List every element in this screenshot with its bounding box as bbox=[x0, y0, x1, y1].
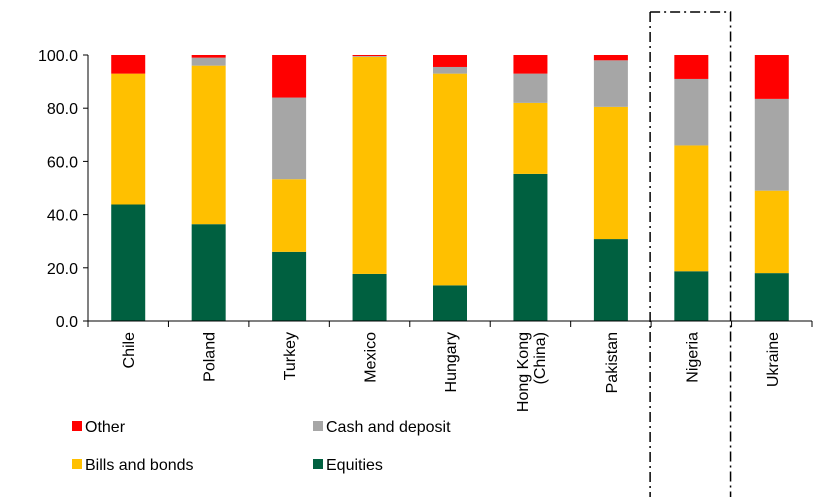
bar-segment-hungary-equities bbox=[433, 285, 467, 321]
bar-segment-chile-other bbox=[111, 55, 146, 74]
x-tick-label-poland: Poland bbox=[202, 332, 219, 382]
bar-segment-nigeria-other bbox=[674, 55, 709, 79]
legend: Other Cash and deposit Bills and bonds Equi… bbox=[72, 419, 451, 474]
bar-segment-hungary-bills-and-bonds bbox=[433, 73, 467, 286]
x-tick-label-nigeria: Nigeria bbox=[684, 332, 701, 383]
bar-segment-poland-cash-and-deposit bbox=[191, 57, 226, 66]
x-tick-label-hong-kong-china: Hong Kong(China) bbox=[515, 332, 549, 412]
y-tick-label: 60.0 bbox=[47, 154, 78, 171]
bar-segment-ukraine-cash-and-deposit bbox=[754, 98, 789, 191]
bar-segment-hong-kong-china-bills-and-bonds bbox=[513, 102, 548, 174]
bar-segment-turkey-equities bbox=[272, 251, 307, 321]
bar-segment-chile-bills-and-bonds bbox=[111, 73, 146, 205]
legend-swatch-cash-and-deposit bbox=[313, 421, 323, 431]
bar-segment-turkey-other bbox=[272, 55, 307, 98]
bar-segment-hungary-cash-and-deposit bbox=[433, 66, 467, 74]
legend-swatch-equities bbox=[313, 459, 323, 469]
x-tick-label-turkey: Turkey bbox=[282, 332, 299, 380]
bar-segment-turkey-bills-and-bonds bbox=[272, 179, 307, 252]
bar-segment-ukraine-bills-and-bonds bbox=[754, 190, 789, 274]
bar-segment-pakistan-other bbox=[593, 55, 628, 61]
bar-segment-pakistan-cash-and-deposit bbox=[593, 60, 628, 107]
y-tick-label: 40.0 bbox=[47, 208, 78, 225]
x-axis: Chile Poland Turkey Mexico Hungary Hong Kong(… bbox=[87, 320, 813, 412]
legend-label-bills-and-bonds: Bills and bonds bbox=[85, 457, 194, 474]
bar-segment-pakistan-equities bbox=[593, 239, 628, 321]
bar-segment-nigeria-cash-and-deposit bbox=[674, 78, 709, 146]
bars bbox=[111, 55, 789, 321]
bar-segment-mexico-bills-and-bonds bbox=[352, 56, 387, 274]
y-axis: 0.0 20.0 40.0 60.0 80.0 100.0 bbox=[38, 48, 89, 331]
y-tick-label: 100.0 bbox=[38, 48, 78, 65]
highlight-dashed-frame bbox=[649, 11, 732, 497]
bar-segment-ukraine-other bbox=[754, 55, 789, 99]
bar-segment-pakistan-bills-and-bonds bbox=[593, 106, 628, 240]
x-tick-label-ukraine: Ukraine bbox=[765, 332, 782, 387]
legend-label-other: Other bbox=[85, 419, 126, 436]
y-tick-label: 0.0 bbox=[56, 314, 78, 331]
highlight-box bbox=[649, 11, 732, 497]
bar-segment-nigeria-bills-and-bonds bbox=[674, 145, 709, 272]
x-tick-label-mexico: Mexico bbox=[363, 332, 380, 383]
bar-segment-chile-equities bbox=[111, 204, 146, 321]
bar-segment-turkey-cash-and-deposit bbox=[272, 97, 307, 180]
x-tick-label-pakistan: Pakistan bbox=[604, 332, 621, 393]
legend-swatch-bills-and-bonds bbox=[72, 459, 82, 469]
legend-label-equities: Equities bbox=[326, 457, 383, 474]
y-tick-label: 20.0 bbox=[47, 261, 78, 278]
bar-segment-nigeria-equities bbox=[674, 271, 709, 321]
x-tick-label-hungary: Hungary bbox=[443, 332, 460, 392]
bar-segment-hungary-other bbox=[433, 55, 467, 67]
bar-segment-hong-kong-china-other bbox=[513, 55, 548, 74]
bar-segment-poland-bills-and-bonds bbox=[191, 65, 226, 225]
bar-segment-hong-kong-china-cash-and-deposit bbox=[513, 73, 548, 103]
x-tick-label-chile: Chile bbox=[121, 332, 138, 369]
bar-segment-mexico-cash-and-deposit bbox=[352, 56, 387, 57]
bar-segment-mexico-equities bbox=[352, 273, 387, 321]
bar-segment-hong-kong-china-equities bbox=[513, 173, 548, 321]
bar-segment-ukraine-equities bbox=[754, 273, 789, 321]
bar-segment-poland-other bbox=[191, 55, 226, 58]
legend-swatch-other bbox=[72, 421, 82, 431]
bar-segment-poland-equities bbox=[191, 224, 226, 321]
bar-segment-mexico-other bbox=[352, 55, 387, 57]
y-tick-label: 80.0 bbox=[47, 101, 78, 118]
legend-label-cash-and-deposit: Cash and deposit bbox=[326, 419, 451, 436]
